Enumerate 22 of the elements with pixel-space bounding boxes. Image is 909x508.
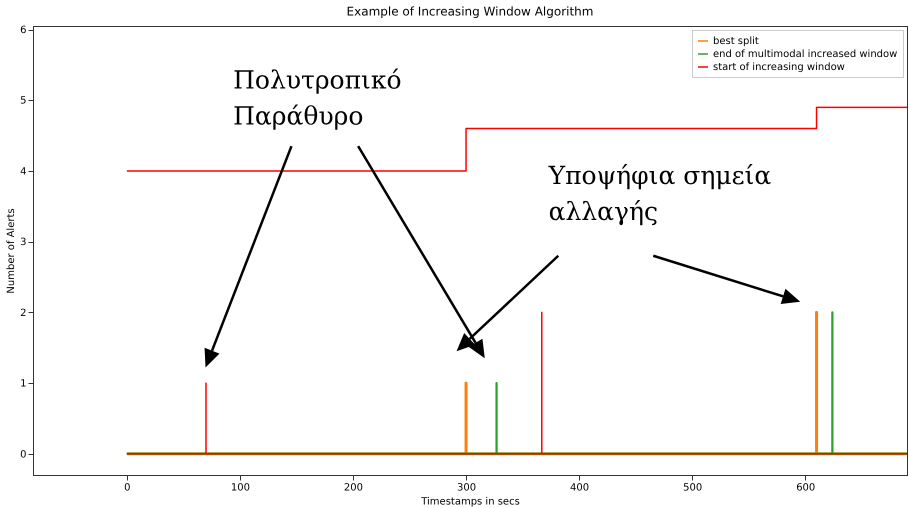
x-axis-title: Timestamps in secs — [420, 496, 520, 508]
x-tick-label: 300 — [456, 482, 476, 494]
y-tick-label: 6 — [20, 25, 26, 36]
x-tick-label: 600 — [796, 482, 816, 494]
x-tick-label: 500 — [683, 482, 702, 494]
x-tick-label: 100 — [230, 482, 250, 494]
x-tick-label: 0 — [124, 482, 131, 494]
annotation: Υποψήφια σημεία αλλαγής — [548, 160, 772, 226]
legend-label: best split — [713, 36, 759, 47]
legend-label: end of multimodal increased window — [713, 49, 898, 60]
y-tick-label: 5 — [20, 96, 26, 107]
y-tick-label: 3 — [20, 237, 26, 248]
annotation: Πολυτροπικό Παράθυρο — [233, 65, 402, 130]
y-tick-label: 4 — [20, 166, 26, 178]
legend-label: start of increasing window — [713, 62, 845, 73]
x-tick-label: 400 — [570, 482, 590, 494]
x-tick-label: 200 — [344, 482, 364, 494]
y-tick-label: 0 — [20, 449, 26, 460]
chart-title: Example of Increasing Window Algorithm — [346, 4, 594, 19]
y-tick-label: 2 — [20, 308, 26, 319]
y-axis-title: Number of Alerts — [6, 208, 18, 294]
y-tick-label: 1 — [20, 378, 26, 390]
